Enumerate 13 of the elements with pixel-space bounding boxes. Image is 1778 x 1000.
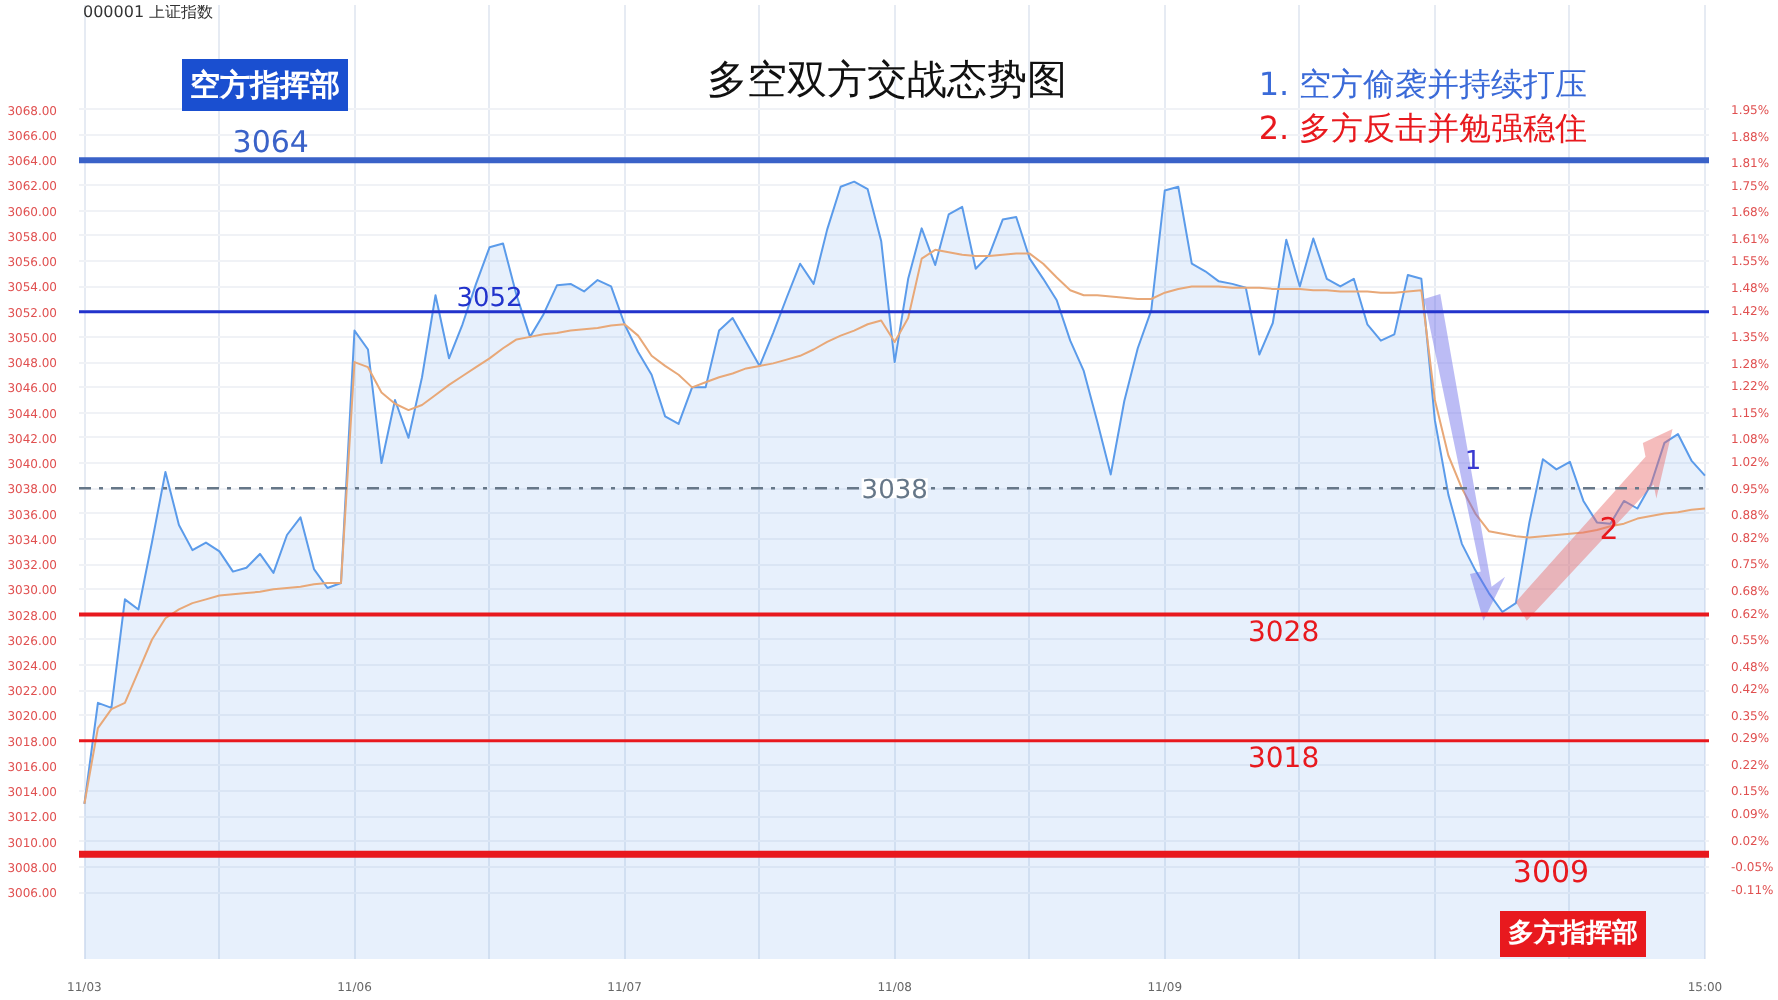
ref-line-label: 3028 bbox=[1247, 616, 1320, 649]
annotation: 1. 空方偷袭并持续打压 bbox=[1258, 65, 1588, 103]
ref-line-label: 3018 bbox=[1247, 742, 1320, 775]
ref-line-label: 3038 bbox=[861, 476, 928, 507]
annotation: 多方指挥部 bbox=[1508, 917, 1638, 949]
annotation: 1 bbox=[1464, 447, 1482, 477]
ref-line-label: 3009 bbox=[1512, 854, 1590, 891]
annotation: 2. 多方反击并勉强稳住 bbox=[1258, 109, 1588, 147]
annotation: 空方指挥部 bbox=[190, 67, 340, 103]
text: 多空双方交战态势图 bbox=[707, 55, 1067, 103]
annotation: 2 bbox=[1599, 511, 1619, 547]
line-series bbox=[83, 248, 1706, 805]
ref-line-label: 3064 bbox=[232, 124, 309, 161]
